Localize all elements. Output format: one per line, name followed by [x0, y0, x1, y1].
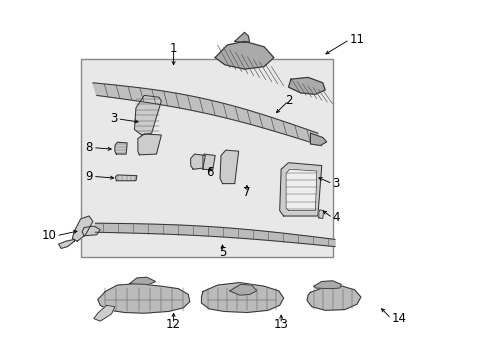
Polygon shape: [201, 283, 283, 312]
Polygon shape: [82, 226, 100, 236]
Polygon shape: [93, 83, 321, 146]
Polygon shape: [203, 154, 215, 170]
Polygon shape: [81, 59, 332, 257]
Text: 1: 1: [169, 42, 177, 55]
Polygon shape: [115, 142, 127, 154]
Text: 11: 11: [349, 33, 364, 46]
Polygon shape: [72, 216, 93, 241]
Polygon shape: [59, 239, 74, 248]
Text: 14: 14: [390, 312, 406, 325]
Polygon shape: [190, 154, 205, 169]
Polygon shape: [306, 286, 360, 310]
Polygon shape: [288, 77, 325, 94]
Text: 10: 10: [41, 229, 56, 242]
Polygon shape: [234, 32, 249, 42]
Text: 3: 3: [110, 112, 117, 125]
Polygon shape: [215, 41, 273, 69]
Polygon shape: [98, 284, 189, 313]
Text: 9: 9: [85, 170, 93, 183]
Text: 12: 12: [166, 318, 181, 330]
Text: 8: 8: [85, 141, 93, 154]
Text: 4: 4: [332, 211, 339, 224]
Text: 6: 6: [206, 166, 214, 179]
Polygon shape: [129, 277, 155, 284]
Text: 2: 2: [284, 94, 292, 107]
Polygon shape: [134, 95, 161, 135]
Polygon shape: [94, 305, 115, 321]
Polygon shape: [279, 163, 321, 216]
Text: 7: 7: [243, 186, 250, 199]
Polygon shape: [310, 133, 326, 145]
Polygon shape: [220, 150, 238, 184]
Text: 13: 13: [273, 318, 288, 330]
Polygon shape: [229, 284, 256, 295]
Text: 5: 5: [218, 246, 226, 258]
Polygon shape: [318, 210, 323, 219]
Polygon shape: [138, 134, 161, 155]
Polygon shape: [285, 169, 316, 211]
Polygon shape: [95, 223, 334, 247]
Polygon shape: [115, 175, 137, 181]
Text: 3: 3: [332, 177, 339, 190]
Polygon shape: [313, 281, 341, 289]
